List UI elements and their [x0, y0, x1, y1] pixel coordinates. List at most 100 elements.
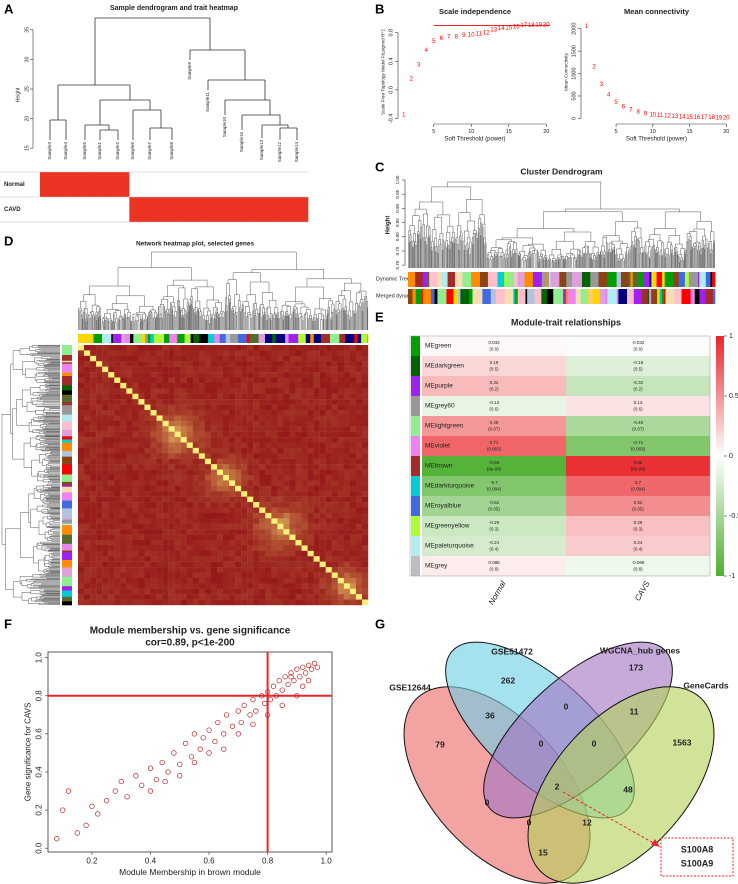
trait-cell — [236, 172, 255, 197]
trait-cell — [218, 197, 237, 222]
heatmap-cell — [223, 382, 230, 389]
heatmap-cell — [253, 599, 260, 606]
heatmap-cell — [277, 366, 284, 373]
module-stripe — [710, 272, 713, 287]
heatmap-cell — [216, 361, 224, 367]
heatmap-cell — [174, 518, 181, 524]
heatmap-cell — [301, 502, 308, 508]
heatmap-cell — [325, 372, 332, 378]
heatmap-cell — [186, 523, 193, 530]
heatmap-cell — [96, 491, 103, 497]
heatmap-cell — [307, 529, 314, 535]
heatmap-cell — [168, 599, 175, 606]
x-tick-label: 15 — [506, 129, 512, 135]
module-stripe — [517, 289, 526, 304]
heatmap-cell — [150, 404, 157, 411]
module-stripe — [441, 272, 448, 287]
heatmap-cell — [96, 415, 103, 422]
heatmap-cell — [301, 475, 308, 481]
heatmap-cell — [319, 550, 326, 557]
module-stripe — [230, 334, 239, 343]
heatmap-cell — [289, 469, 296, 476]
heatmap-cell — [271, 431, 278, 438]
heatmap-cell — [78, 480, 85, 487]
heatmap-cell — [120, 366, 127, 373]
heatmap-cell — [174, 361, 181, 367]
heatmap-cell — [235, 415, 242, 422]
heatmap-cell — [223, 523, 230, 530]
heatmap-cell — [198, 507, 206, 514]
heatmap-cell — [343, 404, 351, 411]
point — [302, 670, 309, 676]
heatmap-cell — [343, 577, 351, 584]
heatmap-cell — [84, 366, 91, 373]
heatmap-cell — [355, 540, 363, 546]
heatmap-cell — [259, 399, 266, 405]
heatmap-cell — [192, 540, 200, 546]
heatmap-cell — [307, 399, 314, 405]
heatmap-cell — [162, 377, 169, 384]
heatmap-cell — [204, 464, 212, 470]
heatmap-cell — [138, 475, 145, 481]
heatmap-cell — [343, 556, 351, 562]
heatmap-cell — [102, 588, 109, 595]
heatmap-cell — [168, 572, 175, 579]
heatmap-cell — [144, 382, 151, 389]
module-stripe — [599, 289, 606, 304]
heatmap-cell — [210, 350, 218, 357]
heatmap-cell — [235, 399, 242, 405]
module-stripe — [605, 289, 608, 304]
heatmap-cell — [210, 442, 218, 449]
heatmap-cell — [210, 464, 218, 470]
module-stripe — [633, 289, 642, 304]
y-tick-label: 0.4 — [35, 766, 44, 778]
module-swatch — [411, 436, 420, 456]
heatmap-cell — [108, 594, 115, 600]
point — [124, 794, 130, 800]
heatmap-cell — [84, 502, 91, 508]
heatmap-cell — [102, 388, 109, 394]
heatmap-cell — [253, 437, 260, 443]
heatmap-cell — [84, 529, 91, 535]
module-stripe — [345, 334, 355, 343]
heatmap-cell — [174, 453, 181, 459]
heatmap-cell — [216, 469, 224, 476]
point-label: 5 — [432, 39, 436, 45]
heatmap-cell — [241, 355, 248, 362]
heatmap-cell — [132, 512, 139, 519]
module-stripe — [62, 402, 72, 406]
heatmap-cell — [78, 588, 85, 595]
module-stripe — [62, 439, 72, 443]
module-stripe — [367, 334, 369, 343]
heatmap-cell — [174, 420, 181, 427]
heatmap-cell — [102, 426, 109, 432]
point-label: 14 — [498, 26, 505, 32]
heatmap-cell — [96, 453, 103, 459]
module-stripe — [62, 550, 72, 553]
heatmap-cell — [126, 529, 133, 535]
heatmap-cell — [108, 588, 115, 595]
heatmap-cell — [78, 453, 85, 459]
heatmap-cell — [325, 404, 332, 411]
point — [250, 721, 256, 728]
y-axis-label: Height — [15, 87, 21, 102]
module-stripe — [665, 289, 675, 304]
cell-value: 0.13 — [634, 400, 643, 405]
heatmap-cell — [313, 420, 320, 427]
heatmap-cell — [102, 399, 109, 405]
heatmap-cell — [355, 404, 363, 411]
heatmap-cell — [186, 388, 193, 394]
point-label: 16 — [694, 115, 701, 121]
heatmap-cell — [241, 388, 248, 394]
cell-value: 0.29 — [634, 520, 643, 525]
row-label: MEpurple — [425, 383, 453, 390]
heatmap-cell — [301, 523, 308, 530]
heatmap-cell — [180, 382, 187, 389]
heatmap-cell — [247, 502, 254, 508]
module-stripe — [86, 334, 94, 343]
heatmap-cell — [361, 382, 369, 389]
module-stripe — [527, 289, 535, 304]
heatmap-cell — [325, 561, 332, 568]
heatmap-cell — [138, 453, 145, 459]
heatmap-cell — [168, 426, 175, 432]
